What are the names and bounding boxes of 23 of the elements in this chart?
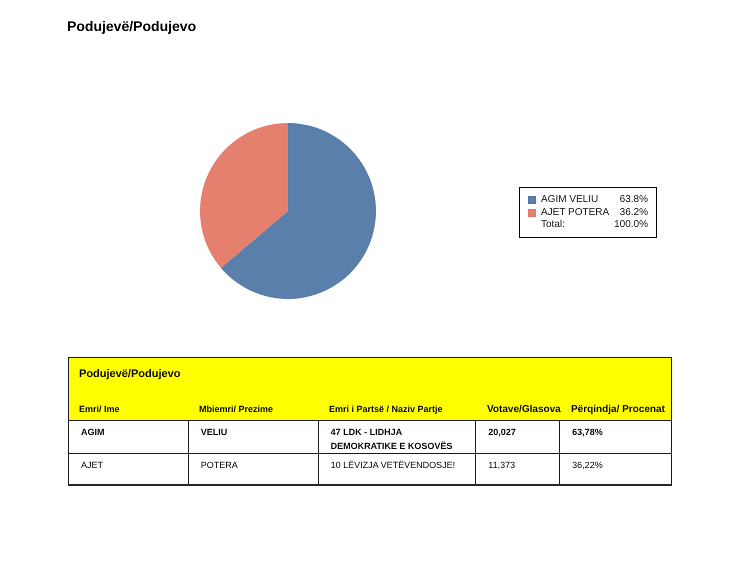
chart-title: Podujevë/Podujevo bbox=[67, 18, 196, 34]
text: 63,78% bbox=[560, 421, 672, 453]
text: Përqindja/ Procenat bbox=[571, 404, 665, 415]
legend-label: AJET POTERA bbox=[541, 207, 610, 218]
text: Mbiemri/ Prezime bbox=[199, 404, 274, 414]
text: POTERA bbox=[188, 454, 319, 484]
text: Votave/Glasova bbox=[487, 404, 561, 415]
data-label: 63.8% bbox=[620, 194, 648, 205]
text: 100.0% bbox=[614, 219, 648, 232]
text: 10 LËVIZJA VETËVENDOSJE! bbox=[318, 454, 476, 484]
text: Podujevë/Podujevo bbox=[79, 368, 180, 380]
text: AGIM bbox=[69, 421, 189, 453]
text: Emri/ Ime bbox=[79, 404, 120, 414]
text: 36,22% bbox=[560, 454, 672, 484]
text: 20,027 bbox=[476, 421, 560, 453]
text: Total: bbox=[541, 219, 566, 232]
text: Emri i Partsë / Naziv Partje bbox=[329, 404, 443, 414]
legend-label: AGIM VELIU bbox=[541, 194, 600, 205]
text: AJET bbox=[69, 454, 189, 484]
text: VELIU bbox=[188, 421, 319, 453]
text: 11,373 bbox=[476, 454, 560, 484]
data-label: 36.2% bbox=[620, 207, 648, 218]
text: 47 LDK - LIDHJA DEMOKRATIKE E KOSOVËS bbox=[318, 421, 476, 453]
